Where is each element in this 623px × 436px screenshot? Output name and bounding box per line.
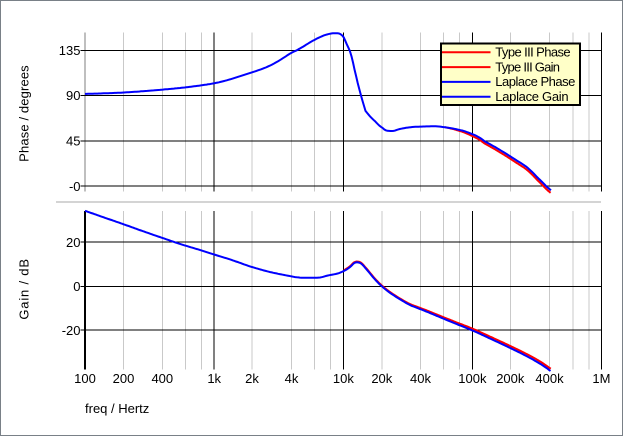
svg-text:2k: 2k xyxy=(245,371,259,386)
svg-text:40k: 40k xyxy=(410,371,431,386)
svg-text:400: 400 xyxy=(151,371,173,386)
svg-text:45: 45 xyxy=(66,134,80,149)
svg-text:Laplace Gain: Laplace Gain xyxy=(495,89,568,104)
svg-text:0: 0 xyxy=(73,279,80,294)
svg-text:freq / Hertz: freq / Hertz xyxy=(85,401,149,416)
svg-text:Type III Phase: Type III Phase xyxy=(495,45,570,60)
svg-text:100k: 100k xyxy=(458,371,487,386)
svg-text:400k: 400k xyxy=(535,371,564,386)
svg-text:10k: 10k xyxy=(333,371,354,386)
svg-text:Laplace Phase: Laplace Phase xyxy=(495,74,575,89)
svg-text:-20: -20 xyxy=(62,323,81,338)
svg-text:1k: 1k xyxy=(207,371,221,386)
svg-text:Phase / degrees: Phase / degrees xyxy=(17,65,32,162)
svg-text:90: 90 xyxy=(66,88,80,103)
svg-text:20k: 20k xyxy=(371,371,392,386)
svg-text:4k: 4k xyxy=(285,371,299,386)
svg-text:-0: -0 xyxy=(69,179,81,194)
svg-text:1M: 1M xyxy=(592,371,610,386)
svg-text:200: 200 xyxy=(113,371,135,386)
svg-text:100: 100 xyxy=(74,371,96,386)
svg-text:Type III Gain: Type III Gain xyxy=(495,59,559,74)
svg-text:135: 135 xyxy=(59,43,81,58)
svg-text:20: 20 xyxy=(66,235,80,250)
svg-text:Gain / dB: Gain / dB xyxy=(17,258,32,319)
svg-text:200k: 200k xyxy=(496,371,525,386)
